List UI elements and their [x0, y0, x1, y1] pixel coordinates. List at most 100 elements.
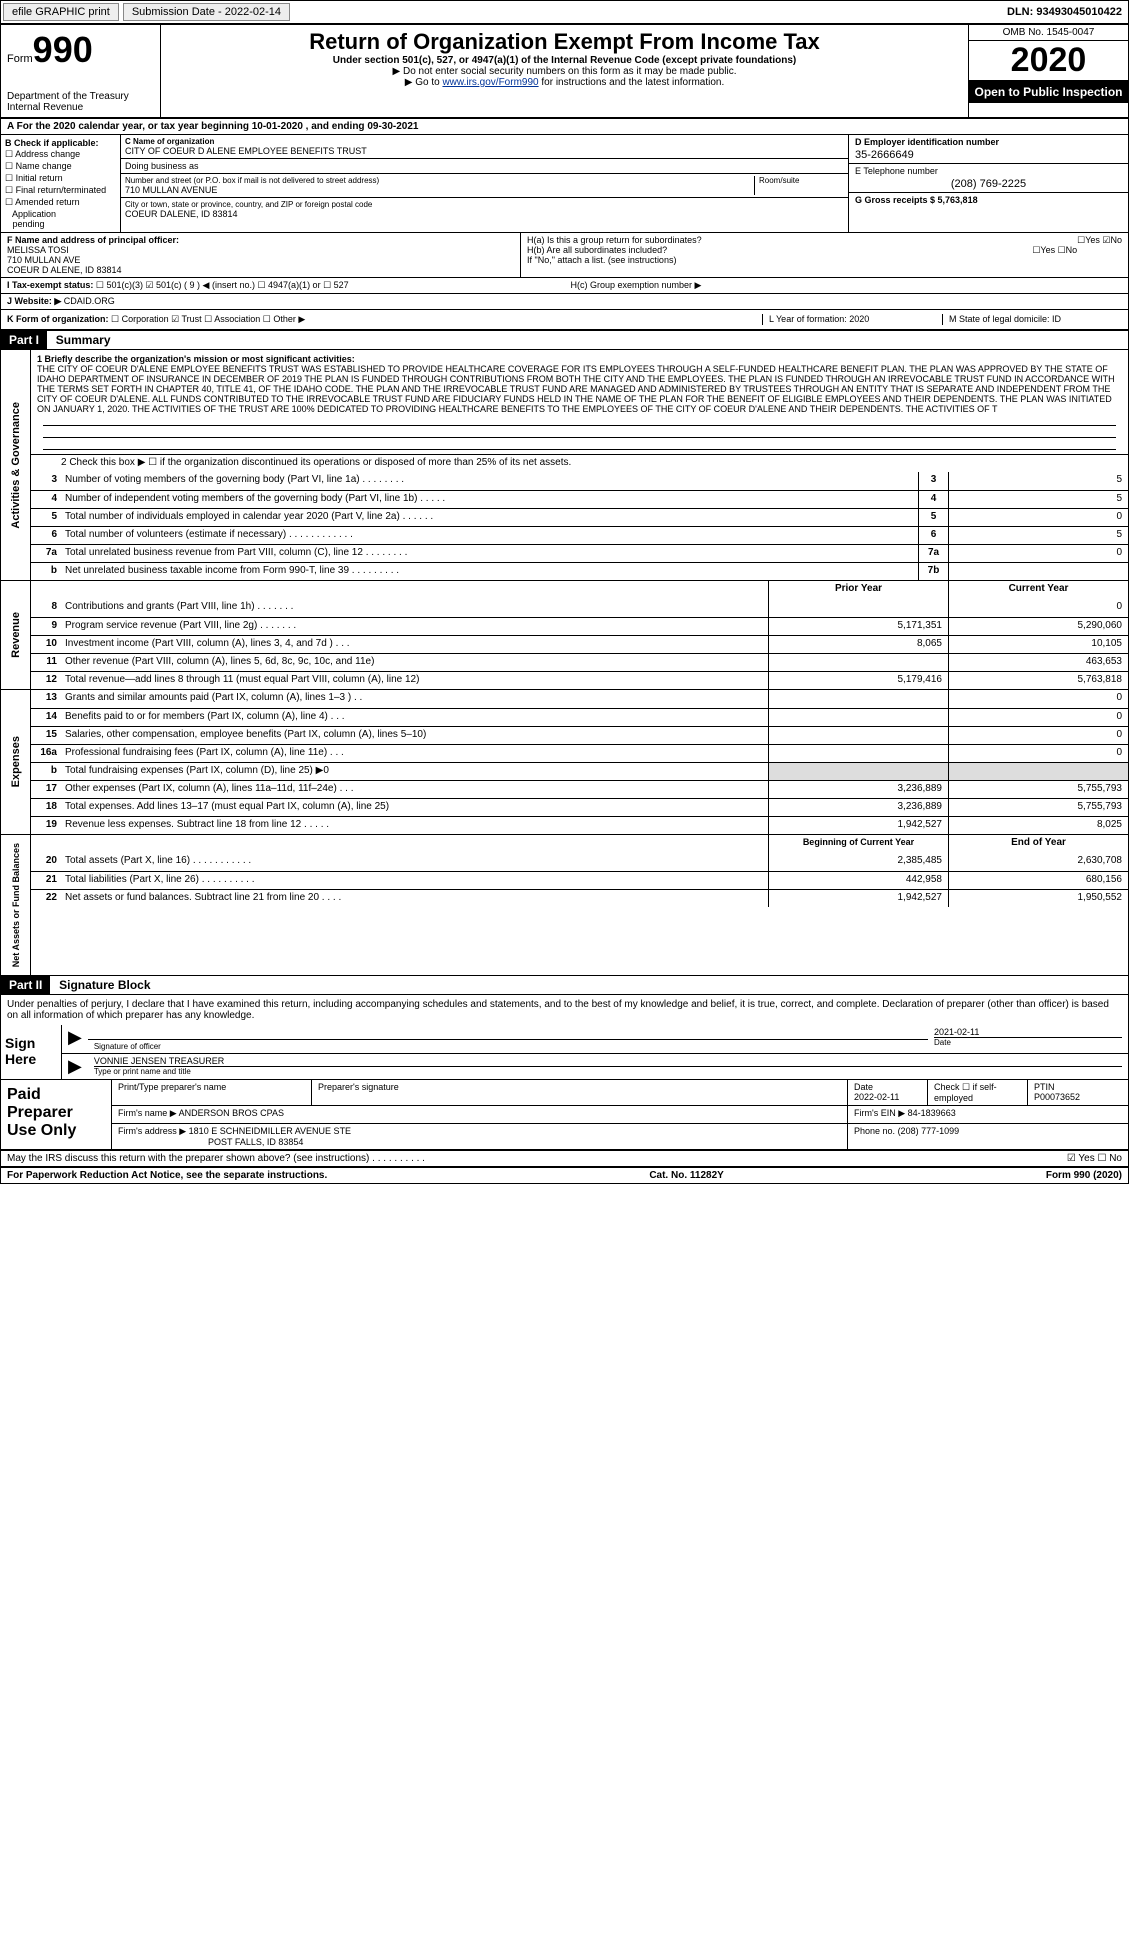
form-label: Form — [7, 53, 33, 65]
part1-title: Summary — [50, 331, 117, 349]
summary-line: 6 Total number of volunteers (estimate i… — [31, 526, 1128, 544]
c-dba-row: Doing business as — [121, 159, 848, 174]
summary-line: 21 Total liabilities (Part X, line 26) .… — [31, 871, 1128, 889]
line-text: Number of independent voting members of … — [61, 491, 918, 508]
goto-pre: ▶ Go to — [405, 77, 443, 88]
summary-line: 12 Total revenue—add lines 8 through 11 … — [31, 671, 1128, 689]
section-revenue: Revenue Prior Year Current Year 8 Contri… — [1, 581, 1128, 690]
prep-name-label: Print/Type preparer's name — [112, 1080, 312, 1105]
prior-value: 442,958 — [768, 872, 948, 889]
current-value: 0 — [948, 745, 1128, 762]
summary-line: 14 Benefits paid to or for members (Part… — [31, 708, 1128, 726]
col-headers: Prior Year Current Year — [31, 581, 1128, 599]
current-value: 2,630,708 — [948, 853, 1128, 871]
na-vlabel: Net Assets or Fund Balances — [1, 835, 31, 975]
org-name: CITY OF COEUR D ALENE EMPLOYEE BENEFITS … — [125, 146, 844, 156]
summary-line: 19 Revenue less expenses. Subtract line … — [31, 816, 1128, 834]
cat-no: Cat. No. 11282Y — [649, 1170, 723, 1181]
i-opts: ☐ 501(c)(3) ☑ 501(c) ( 9 ) ◀ (insert no.… — [96, 280, 349, 290]
beginning-year-hdr: Beginning of Current Year — [768, 835, 948, 853]
department-label: Department of the Treasury Internal Reve… — [7, 91, 154, 113]
line-value: 5 — [948, 472, 1128, 490]
firm-addr1: 1810 E SCHNEIDMILLER AVENUE STE — [189, 1126, 351, 1136]
summary-line: 9 Program service revenue (Part VIII, li… — [31, 617, 1128, 635]
efile-print-button[interactable]: efile GRAPHIC print — [3, 3, 119, 21]
firm-ein: 84-1839663 — [908, 1108, 956, 1118]
line-num: 17 — [31, 781, 61, 798]
form-subtitle: Under section 501(c), 527, or 4947(a)(1)… — [165, 55, 964, 66]
pra-notice: For Paperwork Reduction Act Notice, see … — [7, 1170, 327, 1181]
prior-value — [768, 727, 948, 744]
summary-line: 5 Total number of individuals employed i… — [31, 508, 1128, 526]
room-label: Room/suite — [754, 176, 844, 195]
current-value: 0 — [948, 690, 1128, 708]
officer-name: MELISSA TOSI — [7, 245, 514, 255]
prior-value: 8,065 — [768, 636, 948, 653]
paid-preparer-block: Paid Preparer Use Only Print/Type prepar… — [1, 1080, 1128, 1151]
part2-badge: Part II — [1, 976, 50, 994]
end-year-hdr: End of Year — [948, 835, 1128, 853]
arrow-icon: ▶ — [62, 1025, 88, 1053]
b-item: ☐ Address change — [5, 149, 116, 160]
summary-line: b Total fundraising expenses (Part IX, c… — [31, 762, 1128, 780]
line-value: 5 — [948, 491, 1128, 508]
m-state-domicile: M State of legal domicile: ID — [942, 314, 1122, 325]
line-num: 11 — [31, 654, 61, 671]
prior-value — [768, 745, 948, 762]
summary-line: b Net unrelated business taxable income … — [31, 562, 1128, 580]
section-activities-governance: Activities & Governance 1 Briefly descri… — [1, 350, 1128, 581]
line-text: Total expenses. Add lines 13–17 (must eq… — [61, 799, 768, 816]
current-value: 1,950,552 — [948, 890, 1128, 907]
line-num: 5 — [31, 509, 61, 526]
line-num: 12 — [31, 672, 61, 689]
summary-line: 7a Total unrelated business revenue from… — [31, 544, 1128, 562]
b-item: ☐ Final return/terminated — [5, 185, 116, 196]
current-value: 0 — [948, 599, 1128, 617]
line-num: 10 — [31, 636, 61, 653]
line-num: 9 — [31, 618, 61, 635]
rev-vlabel: Revenue — [1, 581, 31, 689]
f-label: F Name and address of principal officer: — [7, 235, 514, 245]
row-j: J Website: ▶ CDAID.ORG — [1, 294, 1128, 310]
col-deg: D Employer identification number 35-2666… — [848, 135, 1128, 232]
c-city-row: City or town, state or province, country… — [121, 198, 848, 221]
l-year-formation: L Year of formation: 2020 — [762, 314, 942, 325]
current-value: 463,653 — [948, 654, 1128, 671]
row-fh: F Name and address of principal officer:… — [1, 233, 1128, 278]
prior-value: 5,179,416 — [768, 672, 948, 689]
line-text: Salaries, other compensation, employee b… — [61, 727, 768, 744]
header-right: OMB No. 1545-0047 2020 Open to Public In… — [968, 25, 1128, 117]
k-label: K Form of organization: — [7, 314, 109, 324]
current-value: 5,755,793 — [948, 799, 1128, 816]
section-net-assets: Net Assets or Fund Balances Beginning of… — [1, 835, 1128, 976]
line-text: Benefits paid to or for members (Part IX… — [61, 709, 768, 726]
summary-line: 8 Contributions and grants (Part VIII, l… — [31, 599, 1128, 617]
line-text: Other expenses (Part IX, column (A), lin… — [61, 781, 768, 798]
topbar: efile GRAPHIC print Submission Date - 20… — [0, 0, 1129, 24]
sign-here-block: Sign Here ▶ Signature of officer 2021-02… — [1, 1025, 1128, 1080]
sign-here-label: Sign Here — [1, 1025, 61, 1079]
ha-label: H(a) Is this a group return for subordin… — [527, 235, 702, 245]
section-expenses: Expenses 13 Grants and similar amounts p… — [1, 690, 1128, 835]
part1-header-row: Part I Summary — [1, 331, 1128, 350]
line-num: 19 — [31, 817, 61, 834]
tax-year: 2020 — [969, 41, 1128, 81]
current-year-hdr: Current Year — [948, 581, 1128, 599]
c-name-row: C Name of organization CITY OF COEUR D A… — [121, 135, 848, 159]
line-text: Net unrelated business taxable income fr… — [61, 563, 918, 580]
hb-yn: ☐Yes ☐No — [1032, 245, 1077, 256]
line-num: 4 — [31, 491, 61, 508]
irs-link[interactable]: www.irs.gov/Form990 — [442, 77, 538, 88]
row-bcd: B Check if applicable: ☐ Address change … — [1, 135, 1128, 233]
line-box: 7a — [918, 545, 948, 562]
q1-block: 1 Briefly describe the organization's mi… — [31, 350, 1128, 454]
date-label: Date — [934, 1037, 1122, 1047]
row-klm: K Form of organization: ☐ Corporation ☑ … — [1, 310, 1128, 331]
form-ref: Form 990 (2020) — [1046, 1170, 1122, 1181]
blank-line — [43, 414, 1116, 426]
hb-note: If "No," attach a list. (see instruction… — [527, 255, 1122, 265]
dba-label: Doing business as — [125, 161, 199, 171]
g-gross: G Gross receipts $ 5,763,818 — [849, 193, 1128, 207]
line-text: Other revenue (Part VIII, column (A), li… — [61, 654, 768, 671]
submission-date-button[interactable]: Submission Date - 2022-02-14 — [123, 3, 290, 21]
